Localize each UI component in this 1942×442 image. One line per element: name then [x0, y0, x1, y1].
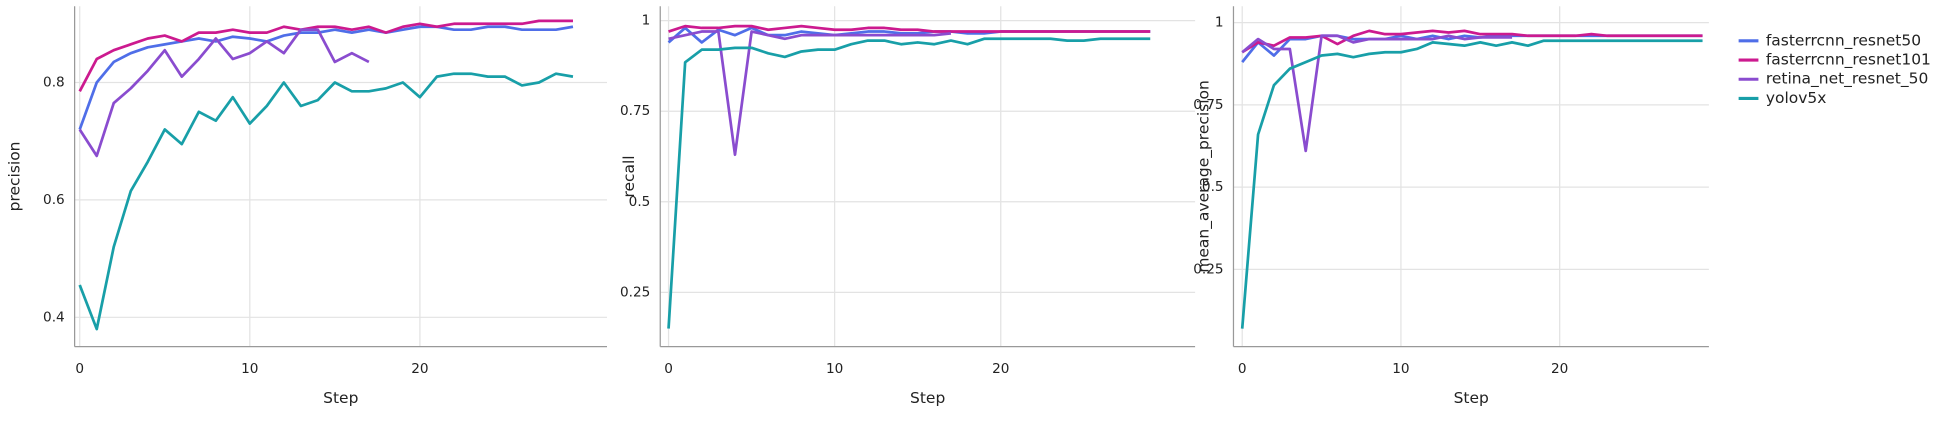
legend-label: fasterrcnn_resnet50 [1766, 31, 1921, 50]
series-line [1241, 29, 1703, 54]
y-tick-label: 0.6 [43, 192, 65, 208]
series-line [1240, 39, 1703, 329]
legend-label: retina_net_resnet_50 [1766, 70, 1928, 89]
y-tick-label: 1 [642, 13, 651, 29]
legend-label: yolov5x [1766, 89, 1827, 107]
series-line [668, 24, 1151, 33]
y-tick-label: 0.25 [620, 284, 650, 300]
x-tick-label: 10 [826, 361, 843, 377]
x-tick-label: 20 [411, 361, 428, 377]
x-tick-label: 10 [1392, 361, 1409, 377]
x-tick-label: 20 [1551, 361, 1568, 377]
series-line [1241, 34, 1513, 153]
x-tick-label: 20 [992, 361, 1009, 377]
x-axis-label: Step [323, 389, 358, 407]
x-tick-label: 0 [75, 361, 84, 377]
x-tick-label: 10 [241, 361, 258, 377]
series-line [668, 30, 952, 157]
y-tick-label: 0.75 [1193, 97, 1223, 113]
y-tick-label: 0.5 [629, 194, 651, 210]
series-line [78, 28, 370, 158]
y-axis-label: precision [6, 142, 24, 212]
x-tick-label: 0 [1238, 361, 1247, 377]
x-axis-label: Step [910, 389, 945, 407]
y-tick-label: 0.4 [43, 309, 65, 325]
y-tick-label: 1 [1215, 15, 1224, 31]
series-line [78, 19, 573, 92]
y-tick-label: 0.75 [620, 103, 650, 119]
y-axis-label: recall [620, 155, 638, 197]
x-axis-label: Step [1454, 389, 1489, 407]
series-line [78, 72, 574, 331]
legend-label: fasterrcnn_resnet101 [1766, 51, 1931, 70]
series-line [667, 37, 1151, 329]
y-tick-label: 0.8 [43, 75, 65, 91]
y-axis-label: mean_average_precision [1194, 80, 1213, 272]
y-tick-label: 0.5 [1202, 179, 1224, 195]
y-tick-label: 0.25 [1193, 261, 1223, 277]
series-line [78, 25, 574, 130]
x-tick-label: 0 [664, 361, 673, 377]
